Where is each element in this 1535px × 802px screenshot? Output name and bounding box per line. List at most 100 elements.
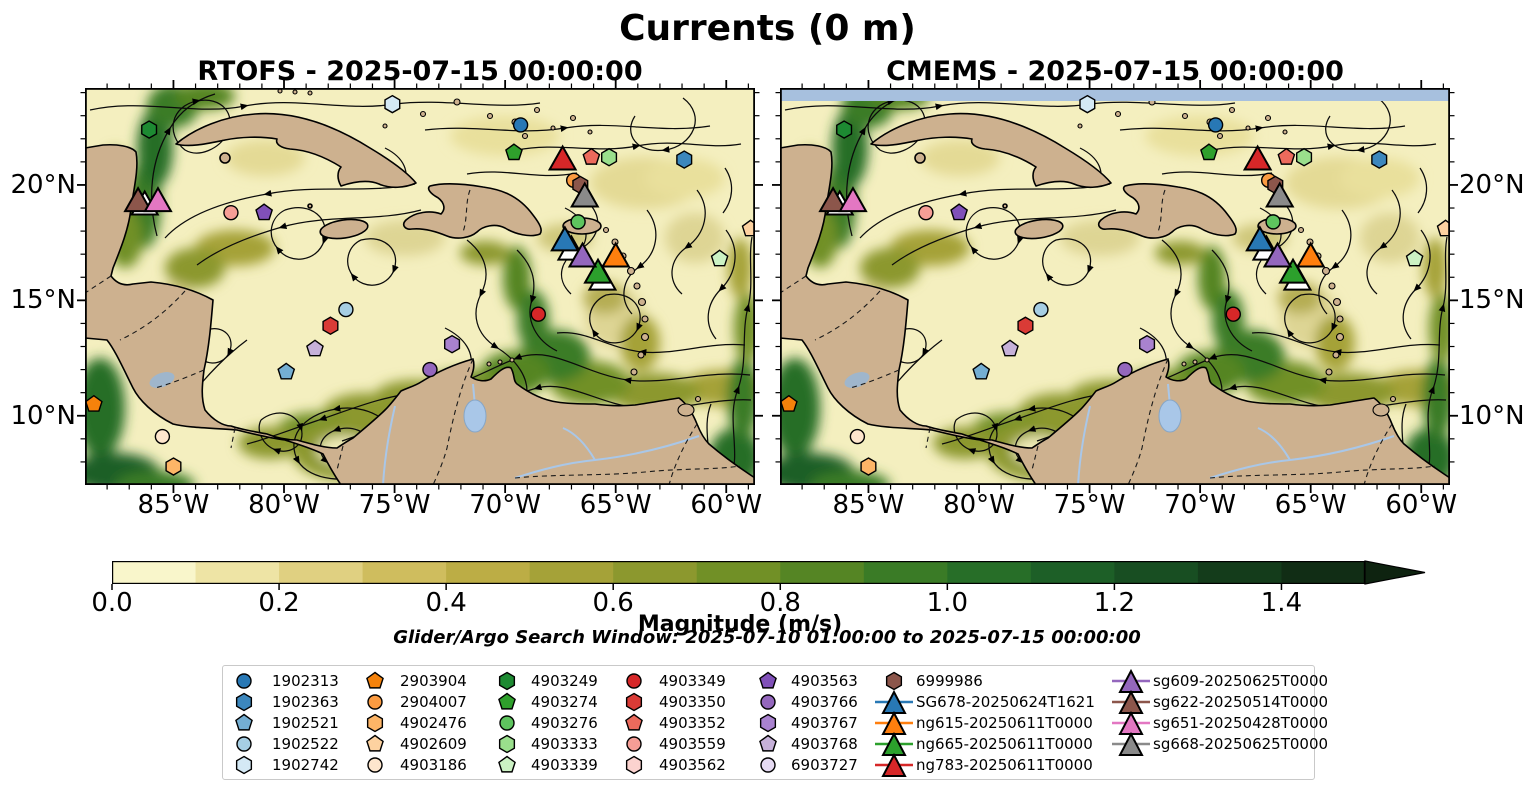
map-marker-4903186 bbox=[154, 428, 171, 445]
map-marker-4902609 bbox=[741, 219, 755, 237]
legend-item-label: SG678-20250624T1621 bbox=[916, 693, 1095, 711]
colorbar-tick-label: 0.6 bbox=[592, 588, 634, 618]
map-marker-sg609-20250625T0000 bbox=[1262, 241, 1293, 268]
colorbar-extend-arrow bbox=[1364, 560, 1426, 585]
axis-ticks-rtofs bbox=[77, 80, 763, 493]
nodata-band bbox=[780, 88, 1450, 101]
legend-item-label: ng665-20250611T0000 bbox=[916, 735, 1093, 753]
map-marker-ng783-20250611T0000 bbox=[1242, 144, 1273, 171]
map-marker-4903339 bbox=[1405, 249, 1424, 267]
legend-item-label: 4902609 bbox=[400, 735, 467, 753]
map-marker-4903559 bbox=[918, 204, 934, 221]
y-tick-label: 15°N bbox=[10, 285, 76, 316]
legend-marker-circle-icon bbox=[760, 757, 776, 773]
map-marker-sg651-20250428T0000 bbox=[838, 186, 868, 213]
legend-item-label: 4903350 bbox=[659, 693, 726, 711]
legend-marker-pentagon-icon bbox=[759, 734, 777, 752]
map-marker-4903563 bbox=[950, 203, 969, 221]
map-marker-SG678-20250624T1621 bbox=[550, 225, 580, 252]
x-tick-label: 80°W bbox=[248, 490, 320, 520]
map-marker-1902742 bbox=[384, 94, 401, 114]
map-panel-rtofs bbox=[77, 80, 763, 493]
map-marker-sg668-20250625T0000 bbox=[570, 181, 600, 208]
legend-item-label: 6903727 bbox=[791, 756, 858, 774]
map-marker-ng665-20250611T0000 bbox=[583, 257, 613, 284]
colorbar-tick-label: 0.0 bbox=[91, 588, 133, 618]
panel-title-rtofs: RTOFS - 2025-07-15 00:00:00 bbox=[197, 56, 643, 87]
map-marker-SG678-20250624T1621 bbox=[1245, 225, 1275, 252]
map-marker-4903249 bbox=[836, 120, 853, 139]
map-marker-1902363 bbox=[676, 150, 693, 169]
legend-marker-hexagon-icon bbox=[235, 692, 253, 712]
figure-title: Currents (0 m) bbox=[619, 8, 916, 49]
legend-marker-circle-icon bbox=[626, 673, 642, 689]
legend-marker-circle-icon bbox=[760, 694, 776, 710]
x-tick-label: 65°W bbox=[579, 490, 652, 520]
legend-item-label: 4903563 bbox=[791, 672, 858, 690]
map-marker-4903339 bbox=[710, 249, 729, 267]
map-marker-4903349 bbox=[530, 306, 547, 322]
legend-item-label: 4903276 bbox=[531, 714, 598, 732]
legend-marker-circle-icon bbox=[626, 736, 642, 752]
colorbar-tick-label: 0.2 bbox=[258, 588, 300, 618]
legend-marker-hexagon-icon bbox=[498, 671, 516, 691]
map-marker-ng615-20250611T0000 bbox=[1295, 241, 1326, 268]
legend-item-label: 4903768 bbox=[791, 735, 858, 753]
map-marker-4903276 bbox=[1265, 214, 1281, 230]
x-tick-label: 65°W bbox=[1274, 490, 1347, 520]
legend-item-label: 2904007 bbox=[400, 693, 467, 711]
legend-item-label: 4903562 bbox=[659, 756, 726, 774]
map-marker-4903767 bbox=[444, 334, 461, 354]
legend-item-label: 6999986 bbox=[916, 672, 983, 690]
map-spine bbox=[84, 87, 756, 486]
legend-item-label: 4903559 bbox=[659, 735, 726, 753]
legend-marker-circle-icon bbox=[236, 736, 252, 752]
legend: 1902313 1902363 1902521 1902522 1902742 29039… bbox=[222, 665, 1328, 780]
map-marker-4903186 bbox=[849, 428, 866, 445]
map-marker-4903350 bbox=[322, 316, 339, 336]
legend-item-label: 4902476 bbox=[400, 714, 467, 732]
map-marker-sg651-20250428T0000 bbox=[143, 186, 173, 213]
legend-item-label: sg651-20250428T0000 bbox=[1153, 714, 1329, 732]
map-marker-4903349 bbox=[1225, 306, 1242, 322]
legend-marker-triangle-icon bbox=[1112, 731, 1150, 756]
legend-item-label: 4903339 bbox=[531, 756, 598, 774]
map-marker-sg622-20250514T0000 bbox=[123, 186, 153, 213]
map-marker-4903766 bbox=[422, 361, 438, 378]
legend-marker-triangle-icon bbox=[875, 752, 913, 777]
legend-item-label: 1902521 bbox=[272, 714, 339, 732]
colorbar-tick-label: 0.8 bbox=[759, 588, 801, 618]
map-marker-4903768 bbox=[1001, 339, 1019, 357]
legend-marker-hexagon-icon bbox=[625, 692, 643, 712]
x-tick-label: 75°W bbox=[1053, 490, 1126, 520]
colorbar-label: Magnitude (m/s) bbox=[637, 612, 843, 637]
map-marker-4902609 bbox=[1436, 219, 1450, 237]
x-tick-label: 70°W bbox=[1164, 490, 1237, 520]
axis-ticks-cmems bbox=[772, 80, 1458, 493]
x-tick-label: 60°W bbox=[1385, 490, 1458, 520]
x-tick-label: 60°W bbox=[690, 490, 763, 520]
map-marker-4903352 bbox=[582, 147, 601, 165]
colorbar-tick-label: 1.4 bbox=[1260, 588, 1303, 618]
legend-item-label: 1902313 bbox=[272, 672, 339, 690]
legend-marker-circle-icon bbox=[499, 715, 515, 731]
legend-item-label: 4903274 bbox=[531, 693, 598, 711]
legend-marker-hexagon-icon bbox=[498, 734, 516, 754]
colorbar-tick-label: 0.4 bbox=[425, 588, 467, 618]
map-marker-4903767 bbox=[1139, 334, 1156, 354]
legend-marker-hexagon-icon bbox=[625, 755, 643, 775]
map-marker-4903274 bbox=[505, 143, 523, 161]
legend-marker-circle-icon bbox=[367, 694, 383, 710]
colorbar-tick-label: 1.2 bbox=[1093, 588, 1136, 618]
x-tick-label: 85°W bbox=[832, 490, 905, 520]
map-marker-1902313 bbox=[512, 117, 529, 133]
map-marker-1902313 bbox=[1207, 117, 1224, 133]
y-tick-label: 10°N bbox=[10, 400, 76, 431]
legend-marker-pentagon-icon bbox=[366, 734, 384, 752]
legend-item-label: 4903767 bbox=[791, 714, 858, 732]
legend-marker-hexagon-icon bbox=[235, 755, 253, 775]
legend-item-label: 4903352 bbox=[659, 714, 726, 732]
legend-marker-hexagon-icon bbox=[885, 671, 903, 691]
map-marker-4903350 bbox=[1017, 316, 1034, 336]
legend-marker-pentagon-icon bbox=[498, 755, 516, 773]
